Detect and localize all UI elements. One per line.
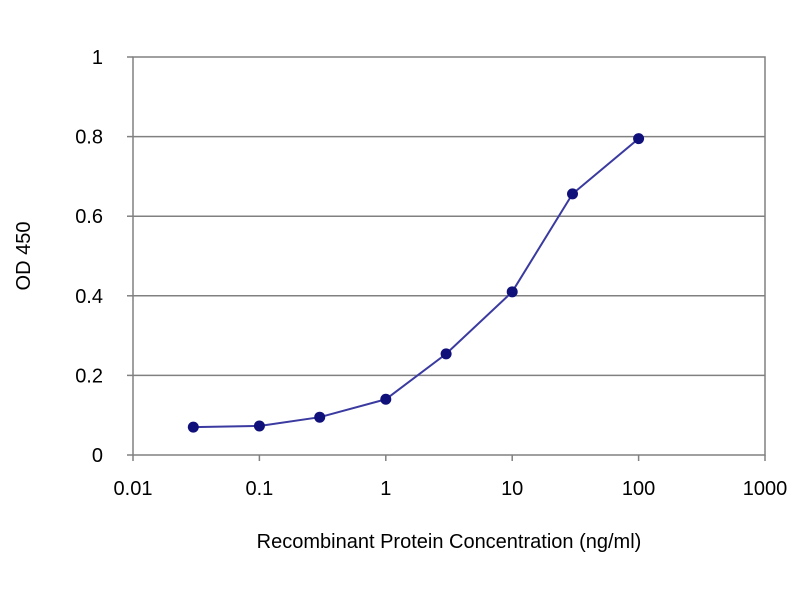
y-tick-label: 0.6 [75, 206, 103, 228]
plot-area [132, 56, 766, 456]
data-point [633, 133, 645, 145]
y-tick-label: 1 [92, 47, 103, 69]
x-tick-label: 0.1 [245, 478, 273, 500]
x-tick-label: 1 [380, 478, 391, 500]
x-tick-label: 0.01 [114, 478, 153, 500]
series-line [193, 137, 640, 429]
data-point [440, 348, 452, 360]
y-axis-label: OD 450 [13, 222, 35, 291]
y-tick-label: 0.8 [75, 127, 103, 149]
y-tick-label: 0.4 [75, 286, 103, 308]
data-point [253, 420, 265, 432]
x-axis-label: Recombinant Protein Concentration (ng/ml… [257, 531, 642, 553]
x-tick-label: 100 [622, 478, 655, 500]
data-point [567, 188, 579, 200]
x-tick-label: 10 [501, 478, 523, 500]
y-tick-label: 0 [92, 445, 103, 467]
data-point [187, 421, 199, 433]
x-tick-label: 1000 [743, 478, 788, 500]
data-point [380, 393, 392, 405]
data-point [314, 411, 326, 423]
y-tick-label: 0.2 [75, 365, 103, 387]
data-point [506, 286, 518, 298]
